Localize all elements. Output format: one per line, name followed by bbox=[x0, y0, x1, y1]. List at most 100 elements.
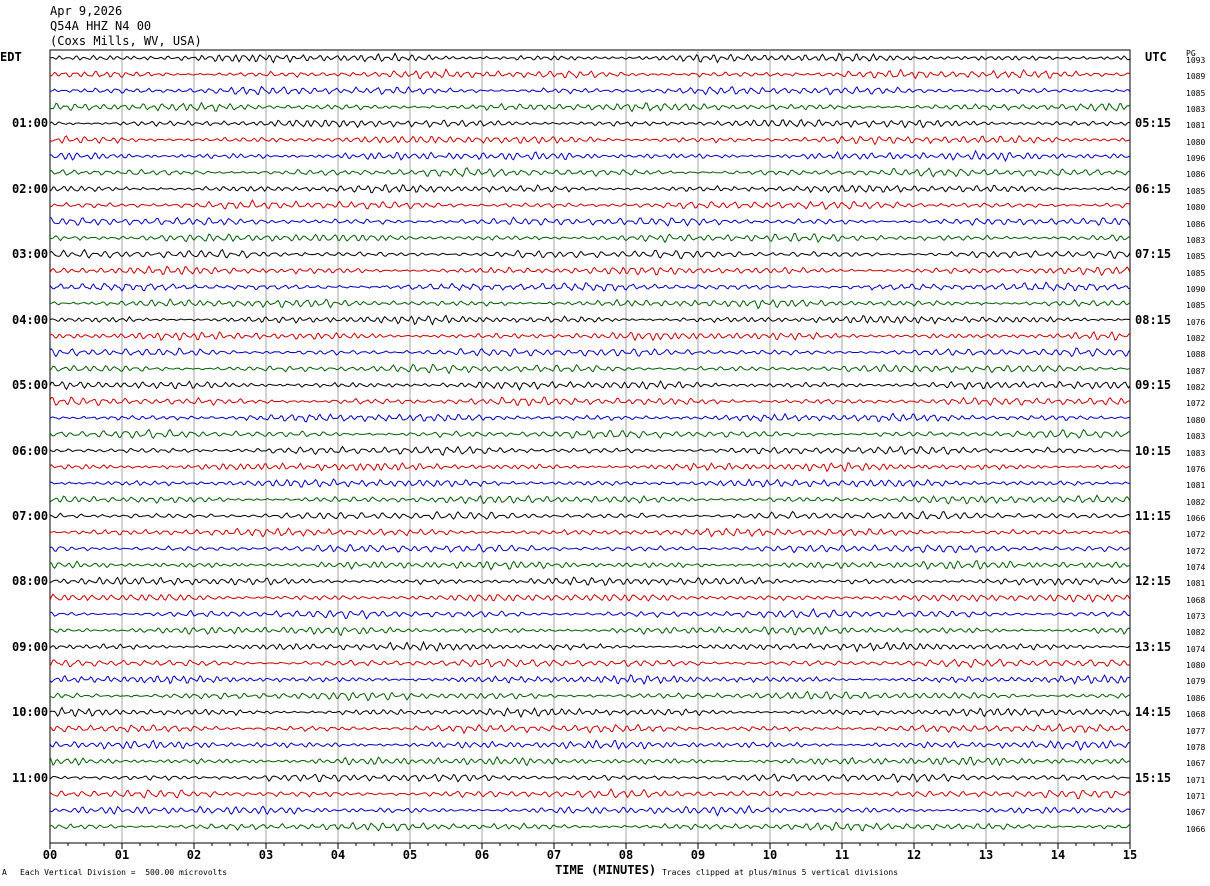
seismic-trace bbox=[49, 788, 1131, 800]
seismic-trace bbox=[49, 773, 1131, 783]
x-tick-label: 04 bbox=[331, 848, 345, 862]
seismic-trace bbox=[49, 52, 1131, 64]
right-hour-label: 09:15 bbox=[1135, 378, 1172, 393]
trace-value-label: 1085 bbox=[1186, 268, 1206, 278]
x-tick-label: 02 bbox=[187, 848, 201, 862]
seismic-trace bbox=[49, 101, 1131, 113]
trace-value-label: 1093 bbox=[1186, 56, 1206, 65]
left-hour-label: 11:00 bbox=[12, 770, 49, 785]
trace-value-label: 1073 bbox=[1186, 612, 1206, 622]
seismic-trace bbox=[49, 804, 1131, 817]
seismic-trace bbox=[49, 576, 1131, 587]
seismic-trace bbox=[49, 560, 1131, 571]
seismic-trace bbox=[49, 658, 1131, 669]
seismic-trace bbox=[49, 118, 1131, 129]
seismic-trace bbox=[49, 199, 1131, 210]
right-hour-label: 11:15 bbox=[1135, 508, 1172, 523]
seismic-trace bbox=[49, 135, 1131, 146]
trace-value-label: 1085 bbox=[1186, 252, 1206, 262]
trace-value-label: 1080 bbox=[1186, 415, 1206, 425]
trace-value-label: 1067 bbox=[1186, 808, 1206, 818]
seismic-trace bbox=[49, 821, 1131, 832]
plot-date: Apr 9,2026 bbox=[50, 4, 123, 18]
trace-value-label: 1088 bbox=[1186, 350, 1206, 360]
seismic-trace bbox=[49, 233, 1131, 244]
x-tick-label: 01 bbox=[115, 848, 129, 862]
x-tick-label: 00 bbox=[43, 848, 57, 862]
trace-value-label: 1074 bbox=[1186, 562, 1206, 572]
trace-value-label: 1080 bbox=[1186, 203, 1206, 213]
left-timezone-label: EDT bbox=[0, 50, 22, 64]
trace-value-label: 1071 bbox=[1186, 791, 1206, 801]
seismic-trace bbox=[49, 314, 1131, 326]
x-tick-label: 10 bbox=[763, 848, 777, 862]
seismic-trace bbox=[49, 149, 1131, 162]
seismic-trace bbox=[49, 462, 1131, 473]
seismic-trace bbox=[49, 330, 1131, 342]
trace-value-label: 1082 bbox=[1186, 383, 1206, 393]
trace-value-label: 1076 bbox=[1186, 317, 1206, 327]
trace-value-label: 1082 bbox=[1186, 334, 1206, 344]
trace-value-label: 1082 bbox=[1186, 497, 1206, 507]
x-tick-label: 12 bbox=[907, 848, 921, 862]
trace-value-label: 1072 bbox=[1186, 530, 1206, 540]
seismic-trace bbox=[49, 85, 1131, 96]
clip-note: Traces clipped at plus/minus 5 vertical … bbox=[662, 868, 899, 877]
trace-value-label: 1077 bbox=[1186, 726, 1206, 736]
trace-value-label: 1086 bbox=[1186, 170, 1206, 180]
trace-value-label: 1081 bbox=[1186, 481, 1206, 491]
trace-value-label: 1068 bbox=[1186, 710, 1206, 720]
seismic-trace bbox=[49, 478, 1131, 488]
right-hour-label: 07:15 bbox=[1135, 247, 1172, 262]
seismic-trace bbox=[49, 216, 1131, 227]
seismic-trace bbox=[49, 183, 1131, 194]
seismic-trace bbox=[49, 265, 1131, 277]
seismic-trace bbox=[49, 68, 1131, 80]
x-tick-label: 08 bbox=[619, 848, 633, 862]
seismic-trace bbox=[49, 363, 1131, 375]
trace-value-label: 1080 bbox=[1186, 661, 1206, 671]
trace-value-label: 1083 bbox=[1186, 448, 1206, 458]
trace-value-label: 1072 bbox=[1186, 399, 1206, 409]
seismic-trace bbox=[49, 281, 1131, 292]
right-timezone-label: UTC bbox=[1145, 50, 1167, 64]
left-hour-label: 06:00 bbox=[12, 443, 49, 458]
trace-value-label: 1080 bbox=[1186, 137, 1206, 147]
trace-value-label: 1081 bbox=[1186, 121, 1206, 131]
seismic-trace bbox=[49, 510, 1131, 520]
trace-value-label: 1086 bbox=[1186, 219, 1206, 229]
seismic-trace bbox=[49, 625, 1131, 637]
x-tick-label: 11 bbox=[835, 848, 849, 862]
seismic-trace bbox=[49, 723, 1131, 735]
left-hour-label: 03:00 bbox=[12, 247, 49, 262]
right-column-header: PG bbox=[1186, 49, 1196, 58]
trace-value-label: 1083 bbox=[1186, 432, 1206, 442]
right-hour-label: 06:15 bbox=[1135, 181, 1172, 196]
right-hour-label: 10:15 bbox=[1135, 443, 1172, 458]
seismic-trace bbox=[49, 412, 1131, 423]
trace-value-label: 1087 bbox=[1186, 366, 1206, 376]
x-tick-label: 09 bbox=[691, 848, 705, 862]
seismic-trace bbox=[49, 543, 1131, 554]
seismic-trace bbox=[49, 593, 1131, 603]
seismic-trace bbox=[49, 527, 1131, 538]
x-tick-label: 06 bbox=[475, 848, 489, 862]
trace-value-label: 1096 bbox=[1186, 154, 1206, 164]
left-hour-label: 10:00 bbox=[12, 705, 49, 720]
right-hour-label: 05:15 bbox=[1135, 116, 1172, 131]
seismic-trace bbox=[49, 494, 1131, 505]
trace-value-label: 1072 bbox=[1186, 546, 1206, 556]
station-code: Q54A HHZ N4 00 bbox=[50, 19, 152, 33]
trace-value-label: 1074 bbox=[1186, 644, 1206, 654]
seismic-trace bbox=[49, 640, 1131, 653]
right-hour-label: 12:15 bbox=[1135, 574, 1172, 589]
trace-value-label: 1071 bbox=[1186, 775, 1206, 785]
seismic-trace bbox=[49, 347, 1131, 358]
right-hour-label: 14:15 bbox=[1135, 705, 1172, 720]
trace-value-label: 1066 bbox=[1186, 513, 1206, 523]
trace-value-label: 1078 bbox=[1186, 742, 1206, 752]
scale-note: Each Vertical Division = 500.00 microvol… bbox=[20, 868, 228, 877]
seismic-trace bbox=[49, 755, 1131, 767]
seismic-trace bbox=[49, 608, 1131, 620]
